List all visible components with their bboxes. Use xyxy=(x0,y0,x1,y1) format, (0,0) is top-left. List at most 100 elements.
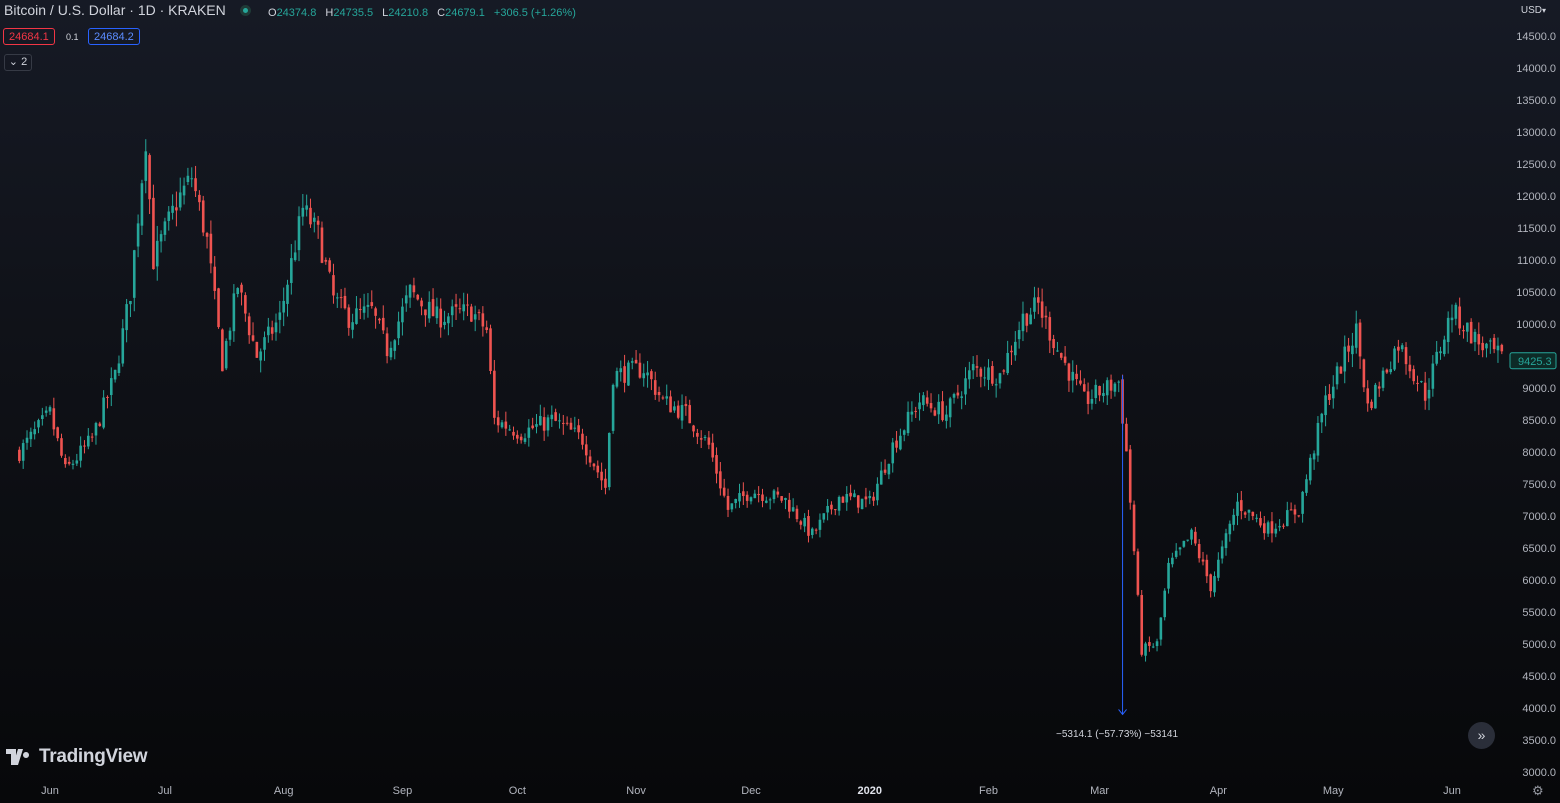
x-tick-label: Apr xyxy=(1210,785,1227,797)
scroll-to-realtime-button[interactable]: » xyxy=(1468,722,1495,749)
last-price-box xyxy=(1509,352,1557,370)
candle-body xyxy=(1109,379,1113,391)
candle-body xyxy=(550,414,554,420)
candle-body xyxy=(56,427,59,439)
candle-body xyxy=(1492,337,1496,350)
candle-body xyxy=(971,364,975,371)
y-tick-label: 4000.0 xyxy=(1522,703,1556,715)
candle-body xyxy=(324,259,328,262)
y-tick-label: 11500.0 xyxy=(1517,223,1556,235)
candle-body xyxy=(1082,384,1086,392)
candle-body xyxy=(301,207,305,217)
candle-body xyxy=(627,362,630,386)
market-status-icon[interactable] xyxy=(240,5,251,16)
candle-body xyxy=(60,438,63,456)
candle-body xyxy=(753,493,757,499)
candle-body xyxy=(236,288,239,294)
close-value: 24679.1 xyxy=(445,7,485,19)
candle-body xyxy=(1450,317,1454,321)
candle-body xyxy=(661,397,665,399)
candle-body xyxy=(1385,369,1389,373)
measure-tool[interactable] xyxy=(1118,375,1127,716)
price-axis[interactable]: 14500.0 14000.0 13500.0 13000.0 12500.0 12000… xyxy=(1516,31,1556,779)
candle-body xyxy=(1209,574,1212,592)
candle-body xyxy=(795,508,799,520)
candle-body xyxy=(596,465,600,473)
y-tick-label: 8500.0 xyxy=(1522,415,1556,427)
candle-body xyxy=(891,442,895,464)
symbol-title[interactable]: Bitcoin / U.S. Dollar · 1D · KRAKEN xyxy=(4,2,226,18)
candle-body xyxy=(1125,423,1128,452)
candle-body xyxy=(799,521,803,525)
candle-body xyxy=(933,410,937,416)
candle-body xyxy=(129,300,132,305)
buy-button[interactable]: 24684.2 xyxy=(88,28,140,45)
candle-body xyxy=(263,337,266,350)
candle-body xyxy=(569,422,573,430)
tradingview-logo[interactable]: TradingView xyxy=(6,746,148,768)
candle-body xyxy=(270,327,274,334)
candle-body xyxy=(876,483,879,501)
indicators-toggle-button[interactable]: ⌄ 2 xyxy=(4,54,32,71)
candle-body xyxy=(282,300,285,313)
candle-body xyxy=(1220,546,1224,559)
candle-body xyxy=(240,284,243,293)
candle-body xyxy=(1427,389,1431,399)
candle-body xyxy=(699,438,703,440)
candle-body xyxy=(167,211,171,221)
candle-body xyxy=(653,380,657,395)
candle-body xyxy=(1048,317,1052,341)
candle-body xyxy=(864,496,868,500)
candle-body xyxy=(297,216,301,251)
candle-body xyxy=(611,384,615,431)
candle-body xyxy=(895,440,898,448)
candle-body xyxy=(539,415,542,426)
candle-body xyxy=(918,402,921,410)
candle-body xyxy=(489,328,492,372)
candle-body xyxy=(765,500,768,503)
candle-body xyxy=(171,205,174,213)
candle-body xyxy=(71,463,75,465)
candle-body xyxy=(1297,515,1301,517)
candle-body xyxy=(1086,391,1090,404)
candle-body xyxy=(1105,380,1109,396)
candle-body xyxy=(244,295,247,314)
candle-body xyxy=(879,470,883,485)
candle-body xyxy=(818,519,822,530)
candle-body xyxy=(328,260,331,272)
currency-selector[interactable]: USD▾ xyxy=(1521,5,1546,16)
low-value: 24210.8 xyxy=(388,7,429,19)
sell-button[interactable]: 24684.1 xyxy=(3,28,55,45)
candle-body xyxy=(485,327,488,331)
candle-body xyxy=(1282,525,1285,527)
change-value: +306.5 (+1.26%) xyxy=(493,7,576,19)
candle-body xyxy=(293,252,297,261)
candle-body xyxy=(983,377,986,379)
candle-body xyxy=(1132,504,1136,552)
candle-body xyxy=(232,293,236,332)
candle-body xyxy=(607,432,611,488)
candle-body xyxy=(535,424,538,427)
x-tick-label: Jun xyxy=(41,785,59,797)
candle-body xyxy=(1312,453,1316,460)
gear-icon[interactable]: ⚙ xyxy=(1532,783,1544,798)
candle-body xyxy=(1481,342,1484,351)
candle-body xyxy=(473,314,477,320)
candle-body xyxy=(1067,363,1071,381)
time-axis[interactable]: Jun Jul Aug Sep Oct Nov Dec 2020 Feb Mar Apr May Jun xyxy=(41,785,1461,797)
candle-body xyxy=(1274,528,1278,534)
candle-body xyxy=(1255,517,1258,519)
candle-body xyxy=(1496,345,1500,351)
candle-body xyxy=(496,417,500,426)
candle-body xyxy=(393,340,397,351)
candle-body xyxy=(397,321,400,339)
candle-body xyxy=(1335,366,1339,385)
candle-body xyxy=(186,175,190,183)
candle-body xyxy=(470,306,473,322)
candle-body xyxy=(902,430,906,435)
candle-body xyxy=(1412,369,1415,382)
high-label: H xyxy=(325,7,334,19)
y-tick-label: 4500.0 xyxy=(1522,671,1556,683)
candle-body xyxy=(722,487,726,496)
